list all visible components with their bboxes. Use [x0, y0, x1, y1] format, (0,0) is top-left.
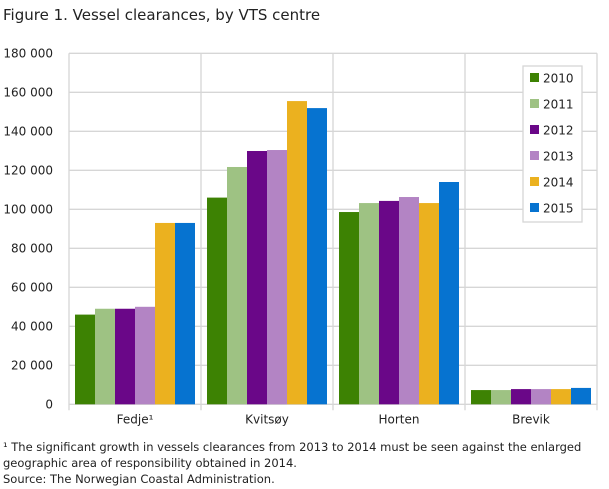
legend-swatch-2013 [530, 151, 539, 160]
bar-2015 [439, 182, 459, 405]
x-tick-label: Kvitsøy [245, 412, 289, 426]
y-tick-label: 0 [45, 397, 53, 411]
bar-2010 [339, 212, 359, 405]
y-tick-label: 40 000 [11, 319, 53, 333]
x-tick-label: Fedje¹ [117, 412, 154, 426]
y-tick-label: 100 000 [3, 202, 53, 216]
y-tick-label: 180 000 [3, 46, 53, 60]
legend-label-2015: 2015 [543, 202, 574, 216]
bar-2011 [227, 166, 247, 405]
y-tick-label: 140 000 [3, 124, 53, 138]
y-tick-label: 60 000 [11, 280, 53, 294]
legend-label-2014: 2014 [543, 176, 574, 190]
bar-2015 [175, 222, 195, 405]
bar-2012 [511, 389, 531, 405]
y-tick-label: 80 000 [11, 241, 53, 255]
source-note: Source: The Norwegian Coastal Administra… [3, 472, 275, 486]
bar-2012 [247, 150, 267, 405]
chart-title: Figure 1. Vessel clearances, by VTS cent… [3, 6, 321, 24]
bar-2011 [359, 203, 379, 405]
y-tick-label: 160 000 [3, 85, 53, 99]
bar-2014 [287, 101, 307, 405]
legend-swatch-2010 [530, 73, 539, 82]
bar-2015 [571, 387, 591, 405]
bar-2014 [155, 222, 175, 405]
legend-label-2012: 2012 [543, 124, 574, 138]
bar-2010 [471, 390, 491, 405]
bar-2014 [419, 203, 439, 405]
bar-2012 [115, 308, 135, 405]
bar-2013 [399, 197, 419, 405]
bar-2014 [551, 389, 571, 405]
legend-swatch-2012 [530, 125, 539, 134]
bar-2010 [75, 314, 95, 405]
bar-2013 [531, 389, 551, 405]
legend-label-2010: 2010 [543, 72, 574, 86]
legend-box [522, 65, 583, 223]
y-tick-label: 120 000 [3, 163, 53, 177]
bar-2015 [307, 108, 327, 405]
y-tick-label: 20 000 [11, 358, 53, 372]
bar-2010 [207, 197, 227, 405]
legend-swatch-2015 [530, 203, 539, 212]
bar-2013 [267, 150, 287, 405]
bar-2011 [491, 390, 511, 405]
bar-2012 [379, 200, 399, 405]
footnote-line-2: geographic area of responsibility obtain… [3, 456, 297, 470]
footnote-line-1: ¹ The significant growth in vessels clea… [3, 440, 582, 454]
bar-2013 [135, 306, 155, 405]
legend-label-2013: 2013 [543, 150, 574, 164]
legend-swatch-2011 [530, 99, 539, 108]
x-tick-label: Horten [379, 412, 420, 426]
bar-2011 [95, 308, 115, 405]
x-tick-label: Brevik [512, 412, 550, 426]
legend-swatch-2014 [530, 177, 539, 186]
legend-label-2011: 2011 [543, 98, 574, 112]
